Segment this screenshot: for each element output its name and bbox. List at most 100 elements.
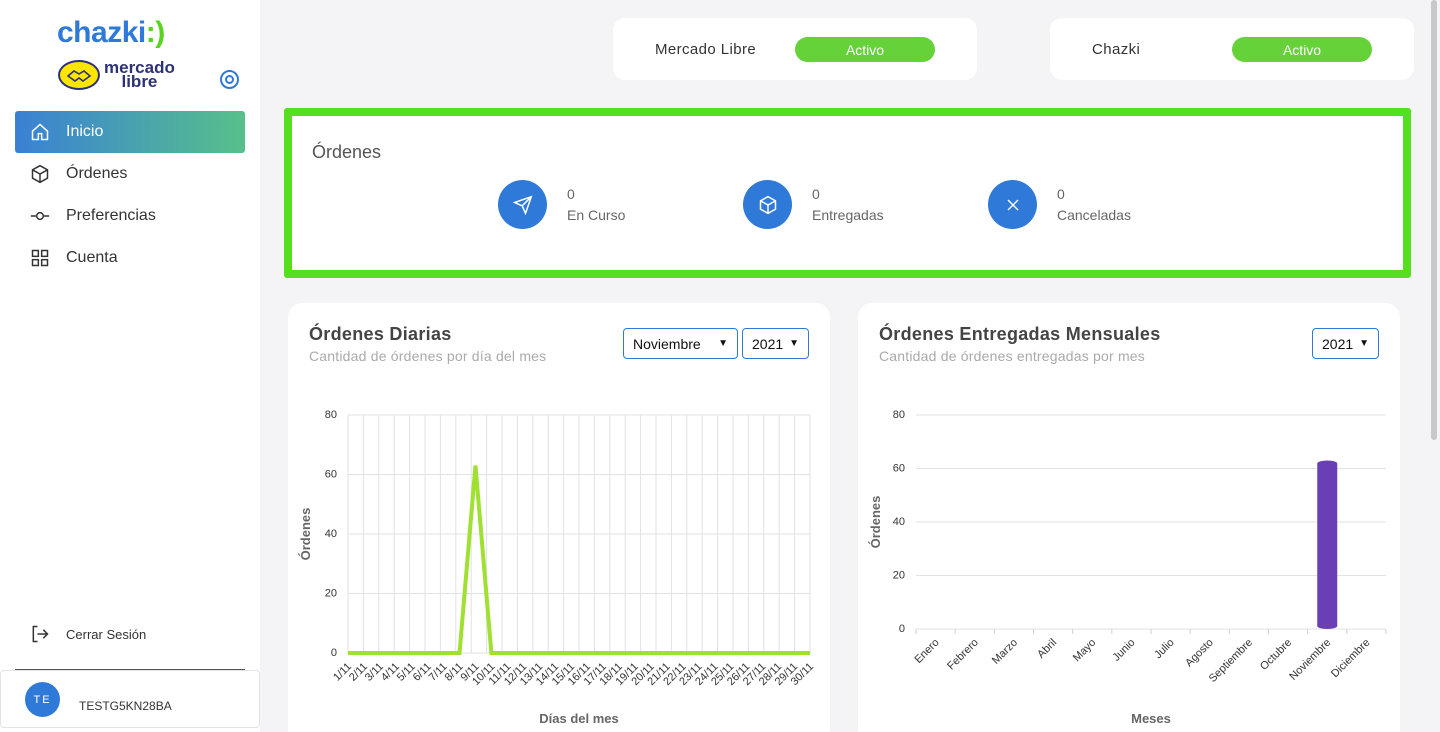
y-tick-label: 0 xyxy=(331,647,337,659)
data-point xyxy=(650,652,652,654)
stat-en-curso: 0 En Curso xyxy=(498,180,625,229)
scrollbar[interactable] xyxy=(1428,0,1440,732)
y-tick-label: 20 xyxy=(893,570,905,582)
stat-canceladas: 0 Canceladas xyxy=(988,180,1131,229)
x-tick-label: Febrero xyxy=(945,637,981,673)
stat-label: En Curso xyxy=(567,206,626,223)
x-tick-label: Enero xyxy=(912,637,941,666)
logout-button[interactable]: Cerrar Sesión xyxy=(30,624,146,644)
y-axis-title: Órdenes xyxy=(868,496,883,549)
data-point xyxy=(363,652,365,654)
close-icon xyxy=(988,180,1037,229)
sidebar: chazki:) mercado libre Inicio Órdenes Pre… xyxy=(0,0,260,732)
chevron-down-icon: ▼ xyxy=(1359,338,1369,349)
grid-icon xyxy=(30,248,50,268)
status-badge: Activo xyxy=(795,37,935,62)
y-tick-label: 60 xyxy=(893,463,905,475)
stat-value: 0 xyxy=(1057,185,1065,202)
sidebar-item-label: Preferencias xyxy=(66,207,156,224)
year-select[interactable]: 2021 ▼ xyxy=(742,328,809,359)
month-select[interactable]: Noviembre ▼ xyxy=(623,328,738,359)
home-icon xyxy=(30,122,50,142)
x-tick-label: Marzo xyxy=(990,637,1020,667)
sidebar-item-label: Cuenta xyxy=(66,249,118,266)
chart-title: Órdenes Entregadas Mensuales xyxy=(879,324,1161,344)
status-badge: Activo xyxy=(1232,37,1372,62)
orders-title: Órdenes xyxy=(312,142,382,162)
chart-title: Órdenes Diarias xyxy=(309,324,452,344)
stat-label: Canceladas xyxy=(1057,206,1131,223)
series-line xyxy=(348,465,810,655)
user-profile[interactable]: TE TESTG5KN28BA xyxy=(0,670,260,728)
data-point xyxy=(697,652,699,654)
y-tick-label: 80 xyxy=(325,409,337,421)
data-point xyxy=(490,652,492,654)
sidebar-item-preferencias[interactable]: Preferencias xyxy=(15,195,245,237)
chevron-down-icon: ▼ xyxy=(718,338,728,349)
divider xyxy=(15,669,245,670)
year-select[interactable]: 2021 ▼ xyxy=(1312,328,1379,359)
sidebar-item-ordenes[interactable]: Órdenes xyxy=(15,153,245,195)
logout-label: Cerrar Sesión xyxy=(66,626,147,642)
data-point xyxy=(459,652,461,654)
chazki-logo[interactable]: chazki:) xyxy=(57,16,165,49)
stat-value: 0 xyxy=(567,185,575,202)
y-tick-label: 0 xyxy=(899,623,905,635)
monthly-orders-chart: 0 20 40 60 80 Enero Febrero Marzo Abril Mayo Junio… xyxy=(868,409,1387,726)
y-tick-label: 20 xyxy=(325,588,337,600)
sidebar-item-inicio[interactable]: Inicio xyxy=(15,111,245,153)
mercado-libre-logo: mercado libre xyxy=(58,59,175,90)
chevron-down-icon: ▼ xyxy=(789,338,799,349)
data-point xyxy=(570,652,572,654)
sidebar-nav: Inicio Órdenes Preferencias Cuenta xyxy=(15,111,245,279)
target-icon[interactable] xyxy=(220,70,239,89)
data-point xyxy=(761,652,763,654)
send-icon xyxy=(498,180,547,229)
chart-subtitle: Cantidad de órdenes entregadas por mes xyxy=(879,348,1145,364)
bar xyxy=(1317,460,1338,629)
x-tick-label: Junio xyxy=(1110,637,1137,664)
x-tick-label: Julio xyxy=(1152,637,1176,661)
data-point xyxy=(793,652,795,654)
y-tick-label: 40 xyxy=(325,528,337,540)
data-point xyxy=(538,652,540,654)
y-tick-label: 80 xyxy=(893,409,905,421)
sidebar-item-label: Órdenes xyxy=(66,165,128,182)
data-point xyxy=(522,652,524,654)
data-point xyxy=(729,652,731,654)
data-point xyxy=(634,652,636,654)
stat-label: Entregadas xyxy=(812,206,884,223)
data-point xyxy=(777,652,779,654)
daily-orders-chart: 0204060801/112/113/114/115/116/117/118/1… xyxy=(298,409,816,726)
integration-name: Mercado Libre xyxy=(655,40,757,58)
box-icon xyxy=(30,164,50,184)
x-tick-label: Agosto xyxy=(1183,637,1216,670)
sidebar-item-label: Inicio xyxy=(66,123,104,140)
sidebar-item-cuenta[interactable]: Cuenta xyxy=(15,237,245,279)
x-tick-label: Diciembre xyxy=(1329,637,1372,680)
data-point xyxy=(809,652,811,654)
data-point xyxy=(586,652,588,654)
monthly-orders-card: Órdenes Entregadas Mensuales Cantidad de… xyxy=(858,303,1400,732)
data-point xyxy=(411,652,413,654)
data-point xyxy=(554,652,556,654)
data-point xyxy=(427,652,429,654)
data-point xyxy=(745,652,747,654)
stat-value: 0 xyxy=(812,185,820,202)
handshake-icon xyxy=(58,60,100,90)
y-axis-title: Órdenes xyxy=(298,508,313,561)
data-point xyxy=(682,652,684,654)
stat-entregadas: 0 Entregadas xyxy=(743,180,884,229)
orders-summary: Órdenes 0 En Curso 0 Entregadas 0 Cancelada… xyxy=(284,108,1411,278)
data-point xyxy=(443,652,445,654)
daily-orders-card: Órdenes Diarias Cantidad de órdenes por … xyxy=(288,303,830,732)
avatar: TE xyxy=(25,682,60,717)
data-point xyxy=(506,652,508,654)
integration-card-mercadolibre: Mercado Libre Activo xyxy=(613,18,977,80)
data-point xyxy=(474,465,476,467)
integration-name: Chazki xyxy=(1092,40,1141,58)
scrollbar-thumb[interactable] xyxy=(1431,0,1437,440)
data-point xyxy=(347,652,349,654)
integration-card-chazki: Chazki Activo xyxy=(1050,18,1414,80)
commit-icon xyxy=(30,206,50,226)
